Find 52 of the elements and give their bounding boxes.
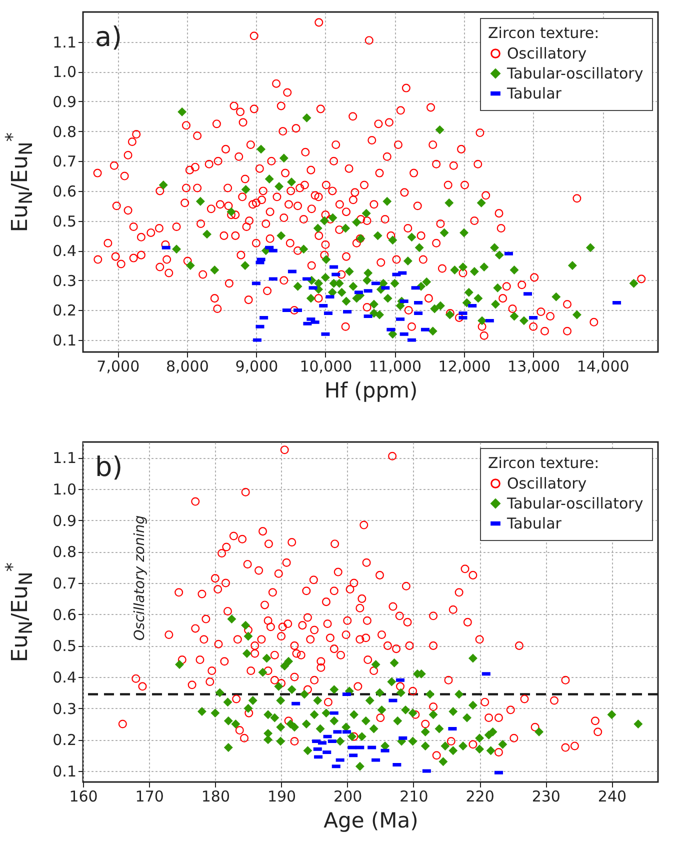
y-tick-label: 0.7 (52, 152, 76, 171)
y-tick-label: 0.5 (52, 212, 76, 230)
y-tick-label: 0.4 (52, 242, 76, 260)
x-tick-label: 14,000 (576, 358, 630, 376)
y-tick-label: 0.6 (52, 182, 76, 200)
legend-title: Zircon texture: (488, 454, 600, 472)
x-tick-label: 190 (267, 788, 296, 806)
x-tick-label: 180 (201, 788, 230, 806)
y-tick-label: 1.0 (52, 480, 76, 499)
y-tick-label: 0.8 (52, 543, 76, 562)
y-tick-label: 0.6 (52, 606, 76, 624)
x-tick-label: 220 (466, 788, 494, 806)
y-tick-label: 0.3 (52, 700, 76, 718)
x-tick-label: 9,000 (235, 358, 278, 376)
y-tick-label: 0.1 (52, 762, 76, 781)
x-tick-label: 10,000 (300, 358, 352, 376)
y-tick-label: 0.9 (52, 512, 76, 530)
legend-label: Tabular (506, 84, 562, 102)
y-tick-label: 0.2 (52, 731, 76, 750)
legend-label: Tabular (506, 514, 562, 532)
x-tick-label: 230 (532, 788, 560, 806)
x-tick-label: 170 (135, 788, 164, 806)
y-tick-label: 0.8 (52, 122, 76, 141)
y-tick-label: 1.1 (52, 449, 76, 468)
x-tick-label: 200 (334, 788, 362, 806)
y-tick-label: 1.1 (52, 33, 76, 52)
x-tick-label: 240 (598, 788, 627, 806)
y-tick-label: 0.1 (52, 332, 76, 350)
legend-label: Oscillatory (507, 474, 587, 492)
y-tick-label: 0.7 (52, 574, 76, 593)
x-axis-title: Age (Ma) (324, 808, 418, 832)
legend-title: Zircon texture: (488, 24, 600, 42)
y-tick-label: 0.3 (52, 272, 76, 290)
x-tick-label: 12,000 (438, 358, 491, 376)
annotation: Oscillatory zoning (132, 515, 148, 641)
x-tick-label: 11,000 (368, 358, 422, 376)
x-tick-label: 8,000 (166, 358, 209, 376)
y-tick-label: 1.0 (52, 63, 76, 82)
legend-label: Tabular-oscillatory (506, 64, 644, 82)
y-tick-label: 0.9 (52, 92, 76, 111)
x-tick-label: 13,000 (508, 358, 560, 376)
y-tick-label: 0.5 (52, 637, 76, 656)
y-tick-label: 0.2 (52, 302, 76, 320)
chart-title: b) (95, 452, 123, 483)
x-axis-title: Hf (ppm) (324, 378, 418, 402)
legend-label: Oscillatory (507, 44, 587, 62)
x-tick-label: 210 (400, 788, 428, 806)
legend-label: Tabular-oscillatory (506, 494, 644, 512)
x-tick-label: 160 (69, 788, 98, 806)
x-tick-label: 7,000 (96, 358, 140, 376)
y-tick-label: 0.4 (52, 668, 76, 687)
chart-title: a) (95, 22, 122, 53)
